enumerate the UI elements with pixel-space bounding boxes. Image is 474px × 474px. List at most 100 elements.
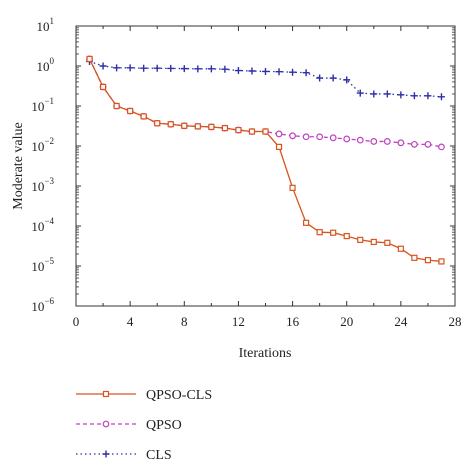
data-point: [397, 139, 405, 147]
data-point: [343, 135, 351, 143]
series-line: [88, 58, 442, 263]
data-point: [234, 67, 242, 75]
data-point: [221, 125, 228, 132]
y-tick-label: 10−1: [31, 96, 54, 114]
data-point: [167, 64, 175, 72]
data-point: [194, 123, 201, 130]
data-point: [383, 90, 391, 98]
legend-label: CLS: [146, 448, 172, 463]
x-axis-label: Iterations: [239, 346, 292, 361]
y-tick-exponent: −1: [44, 96, 54, 106]
data-point: [127, 107, 134, 115]
data-point: [302, 133, 310, 141]
y-tick-exponent: −5: [44, 256, 54, 266]
data-point: [383, 138, 391, 145]
data-point: [410, 92, 418, 100]
x-axis: 0 4 8 12 16 20 24 28: [73, 26, 462, 329]
data-point: [86, 55, 93, 63]
legend-swatch-marker: [102, 390, 110, 398]
y-tick-exponent: −4: [44, 216, 54, 226]
y-tick-label: 101: [37, 16, 55, 34]
data-point: [316, 229, 323, 236]
y-tick-exponent: 0: [50, 56, 55, 66]
data-point: [316, 133, 324, 141]
data-point: [289, 68, 297, 76]
y-tick-label: 10−5: [31, 256, 54, 274]
y-tick-exponent: −2: [44, 136, 54, 146]
series-line: [89, 60, 442, 98]
data-point: [221, 65, 229, 73]
x-tick-label: 8: [181, 314, 188, 329]
data-point: [303, 219, 310, 226]
series-line: [88, 58, 442, 148]
data-point: [397, 91, 405, 99]
data-point: [113, 64, 121, 72]
data-point: [356, 136, 364, 144]
data-point: [424, 92, 432, 100]
data-point: [424, 257, 432, 264]
data-point: [207, 65, 215, 73]
data-point: [329, 74, 337, 82]
data-point: [370, 238, 377, 246]
y-tick-label: 10−3: [31, 176, 54, 194]
y-axis-label: Moderate value: [11, 122, 26, 209]
legend-label: QPSO-CLS: [146, 388, 212, 403]
data-point: [99, 62, 107, 70]
x-tick-label: 20: [340, 314, 353, 329]
y-tick-label: 10−4: [31, 216, 54, 234]
data-point: [248, 128, 256, 135]
x-tick-label: 4: [127, 314, 134, 329]
data-point: [438, 258, 445, 265]
data-point: [126, 64, 134, 72]
data-point: [275, 130, 283, 138]
data-point: [194, 65, 202, 73]
x-tick-label: 0: [73, 314, 80, 329]
legend-swatch-marker: [102, 450, 110, 458]
data-point: [275, 68, 283, 76]
data-point: [275, 143, 283, 150]
x-tick-label: 28: [449, 314, 462, 329]
data-point: [181, 122, 188, 129]
data-point: [235, 126, 242, 134]
data-point: [140, 64, 148, 72]
data-point: [262, 67, 269, 75]
series-layer: [86, 55, 445, 265]
data-point: [154, 120, 161, 127]
data-point: [153, 64, 161, 72]
y-tick-label: 10−2: [31, 136, 54, 154]
data-point: [343, 232, 350, 240]
y-tick-exponent: 1: [50, 16, 55, 26]
x-tick-label: 16: [286, 314, 300, 329]
data-point: [289, 132, 296, 140]
y-tick-exponent: −6: [44, 296, 54, 306]
data-point: [357, 236, 364, 243]
data-point: [316, 74, 324, 82]
data-point: [438, 143, 445, 151]
data-point: [356, 89, 364, 97]
data-point: [329, 134, 337, 142]
y-tick-label: 100: [37, 56, 55, 74]
legend-item: QPSO: [76, 418, 182, 433]
data-point: [167, 121, 174, 128]
data-point: [180, 65, 188, 73]
legend-swatch-marker: [102, 420, 110, 428]
data-point: [99, 83, 107, 91]
legend-item: QPSO-CLS: [76, 388, 212, 403]
data-point: [370, 90, 378, 98]
x-tick-label: 24: [394, 314, 408, 329]
data-point: [289, 184, 296, 191]
y-tick-label: 10−6: [31, 296, 54, 314]
data-point: [208, 123, 215, 131]
series-cls: [86, 57, 445, 101]
legend-label: QPSO: [146, 418, 182, 433]
data-point: [302, 69, 310, 77]
data-point: [248, 67, 256, 75]
legend-item: CLS: [76, 448, 172, 463]
data-point: [262, 128, 269, 135]
data-point: [411, 254, 418, 261]
data-point: [397, 245, 404, 252]
data-point: [343, 76, 351, 84]
data-point: [437, 93, 445, 101]
data-point: [113, 102, 120, 110]
